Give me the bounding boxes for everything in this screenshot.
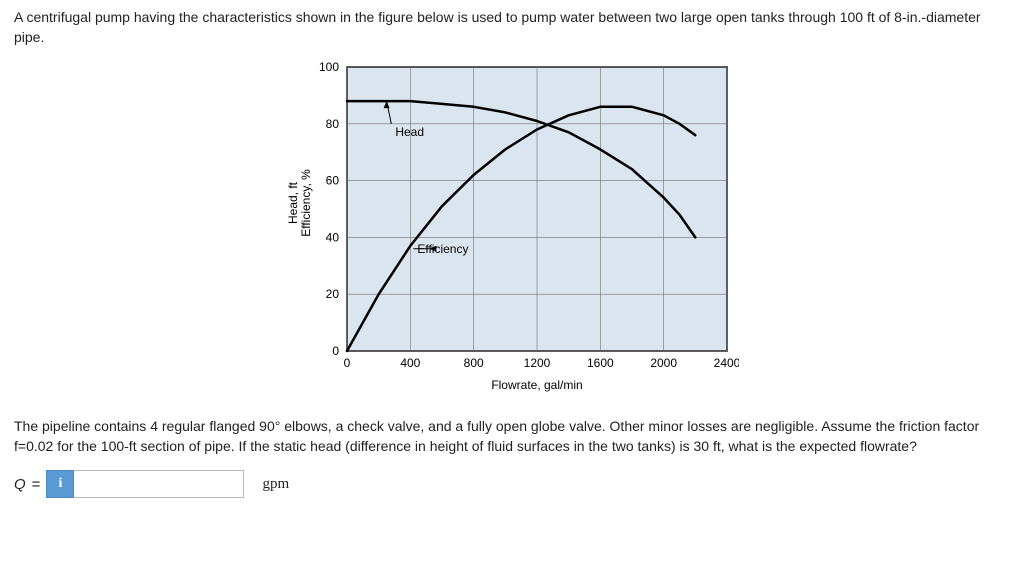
svg-text:800: 800 xyxy=(464,356,484,370)
svg-text:1200: 1200 xyxy=(524,356,551,370)
svg-text:Efficiency, %: Efficiency, % xyxy=(299,169,313,237)
svg-text:60: 60 xyxy=(326,174,340,188)
svg-text:20: 20 xyxy=(326,287,340,301)
answer-unit: gpm xyxy=(262,476,289,493)
answer-input[interactable] xyxy=(74,470,244,498)
pump-chart: 0 400 800 1200 1600 2000 2400 0 20 40 60 80 100 Flowr… xyxy=(279,57,739,397)
svg-text:Head: Head xyxy=(395,125,424,139)
svg-text:40: 40 xyxy=(326,231,340,245)
svg-text:2400: 2400 xyxy=(714,356,739,370)
problem-intro: A centrifugal pump having the characteri… xyxy=(14,8,1004,47)
chart-container: 0 400 800 1200 1600 2000 2400 0 20 40 60 80 100 Flowr… xyxy=(14,57,1004,397)
svg-text:80: 80 xyxy=(326,117,340,131)
answer-equals: = xyxy=(32,476,41,493)
info-icon[interactable]: i xyxy=(46,470,74,498)
svg-text:0: 0 xyxy=(344,356,351,370)
svg-text:Head, ft: Head, ft xyxy=(286,182,300,225)
svg-text:0: 0 xyxy=(332,344,339,358)
svg-text:1600: 1600 xyxy=(587,356,614,370)
svg-text:Efficiency: Efficiency xyxy=(417,242,468,256)
svg-text:Flowrate, gal/min: Flowrate, gal/min xyxy=(491,378,582,392)
svg-text:400: 400 xyxy=(400,356,420,370)
svg-text:100: 100 xyxy=(319,60,339,74)
svg-text:2000: 2000 xyxy=(650,356,677,370)
problem-details: The pipeline contains 4 regular flanged … xyxy=(14,417,1004,456)
answer-variable: Q xyxy=(14,476,26,493)
answer-row: Q = i gpm xyxy=(14,470,1004,498)
